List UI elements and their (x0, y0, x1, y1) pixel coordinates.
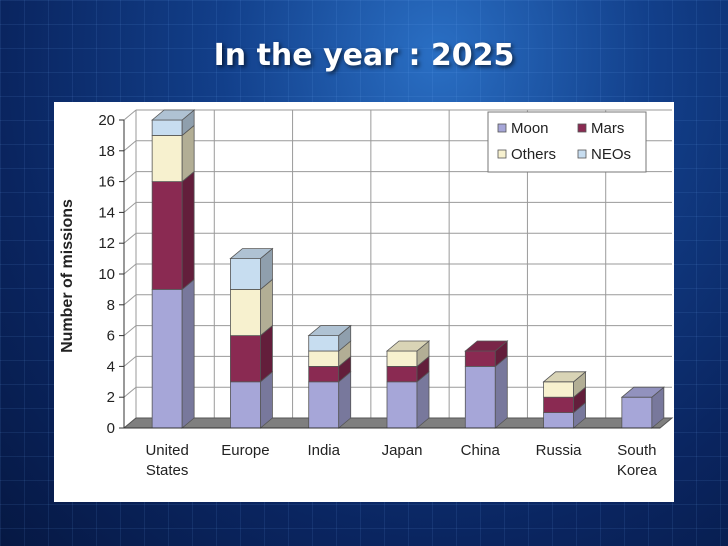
bar-segment-side (494, 355, 508, 429)
legend-label: NEOs (591, 146, 631, 163)
x-tick-label: South (617, 442, 656, 459)
legend-swatch-mars (577, 123, 587, 133)
bar-segment-moon (386, 381, 418, 429)
gridline-side (123, 325, 137, 336)
x-tick-label: India (307, 442, 340, 459)
y-tick-label: 4 (107, 358, 115, 375)
y-tick-label: 2 (107, 389, 115, 406)
bar-top (464, 340, 509, 352)
legend-swatch-neos (577, 149, 587, 159)
bar-segment-mars (151, 181, 183, 290)
bar-segment-others (308, 350, 340, 367)
bar-segment-moon (621, 396, 653, 429)
bar-top (385, 340, 431, 352)
bars-layer (151, 109, 665, 429)
bar-segment-others (386, 350, 418, 367)
x-tick-label: Japan (382, 442, 423, 459)
bar-segment-moon (464, 365, 496, 429)
bar-segment-neos (308, 335, 340, 352)
y-tick-label: 20 (98, 112, 115, 129)
gridline-side (123, 356, 137, 367)
legend-swatch-moon (497, 123, 507, 133)
legend-label: Moon (511, 120, 549, 137)
y-tick-label: 16 (98, 174, 115, 191)
stacked-bar-chart: 0 2 4 6 8 10 12 14 16 18 20 United States Europe India… (59, 109, 685, 479)
bar-top (542, 371, 587, 383)
x-tick-label: China (461, 442, 501, 459)
slide-title: In the year : 2025 (213, 38, 515, 73)
bar-segment-moon (230, 381, 261, 429)
chart-panel: 0 2 4 6 8 10 12 14 16 18 20 United States Europe India… (54, 102, 685, 502)
gridline-side (123, 140, 137, 152)
legend-label: Others (511, 146, 556, 163)
bar-segment-mars (308, 365, 340, 383)
legend-box (487, 111, 647, 173)
gridline-side (123, 386, 137, 398)
legend-swatch-others (497, 149, 507, 159)
gridline-side (123, 232, 137, 244)
gridline-side (123, 202, 137, 213)
bar-segment-side (181, 170, 195, 291)
axis-layer: 0 2 4 6 8 10 12 14 16 18 20 United States Europe India… (98, 112, 660, 479)
bar-top (151, 109, 196, 121)
bar-segment-moon (543, 412, 574, 429)
bar-segment-moon (308, 381, 340, 429)
bar-top (229, 248, 274, 260)
gridline-side (123, 294, 137, 306)
x-tick-label: States (146, 462, 189, 479)
x-tick-label: Russia (536, 442, 583, 459)
bar-segment-mars (230, 335, 261, 383)
bar-top (307, 325, 352, 337)
bar-segment-mars (543, 396, 574, 414)
bar-segment-moon (151, 288, 183, 429)
y-tick-label: 0 (107, 420, 115, 437)
bar-segment-mars (386, 365, 418, 383)
gridline-side (123, 109, 137, 121)
y-tick-label: 6 (107, 328, 115, 345)
bar-segment-others (230, 288, 261, 336)
y-axis-label: Number of missions (59, 199, 76, 353)
x-tick-label: Europe (221, 442, 269, 459)
bar-top (620, 386, 665, 398)
bar-segment-others (543, 381, 574, 398)
y-tick-label: 8 (107, 297, 115, 314)
bar-segment-neos (230, 258, 261, 290)
y-tick-label: 10 (98, 266, 115, 283)
legend-label: Mars (591, 120, 624, 137)
y-tick-label: 18 (98, 143, 115, 160)
y-tick-label: 14 (98, 204, 115, 221)
x-tick-label: Korea (617, 462, 658, 479)
x-tick-label: United (145, 442, 188, 459)
bar-segment-mars (464, 350, 496, 367)
gridline-side (123, 171, 137, 182)
gridline-side (123, 263, 137, 275)
y-tick-label: 12 (98, 235, 115, 252)
bar-segment-neos (151, 119, 183, 136)
bar-segment-others (151, 135, 183, 183)
bar-segment-side (181, 278, 195, 429)
legend: Moon Mars Others NEOs (487, 111, 647, 173)
